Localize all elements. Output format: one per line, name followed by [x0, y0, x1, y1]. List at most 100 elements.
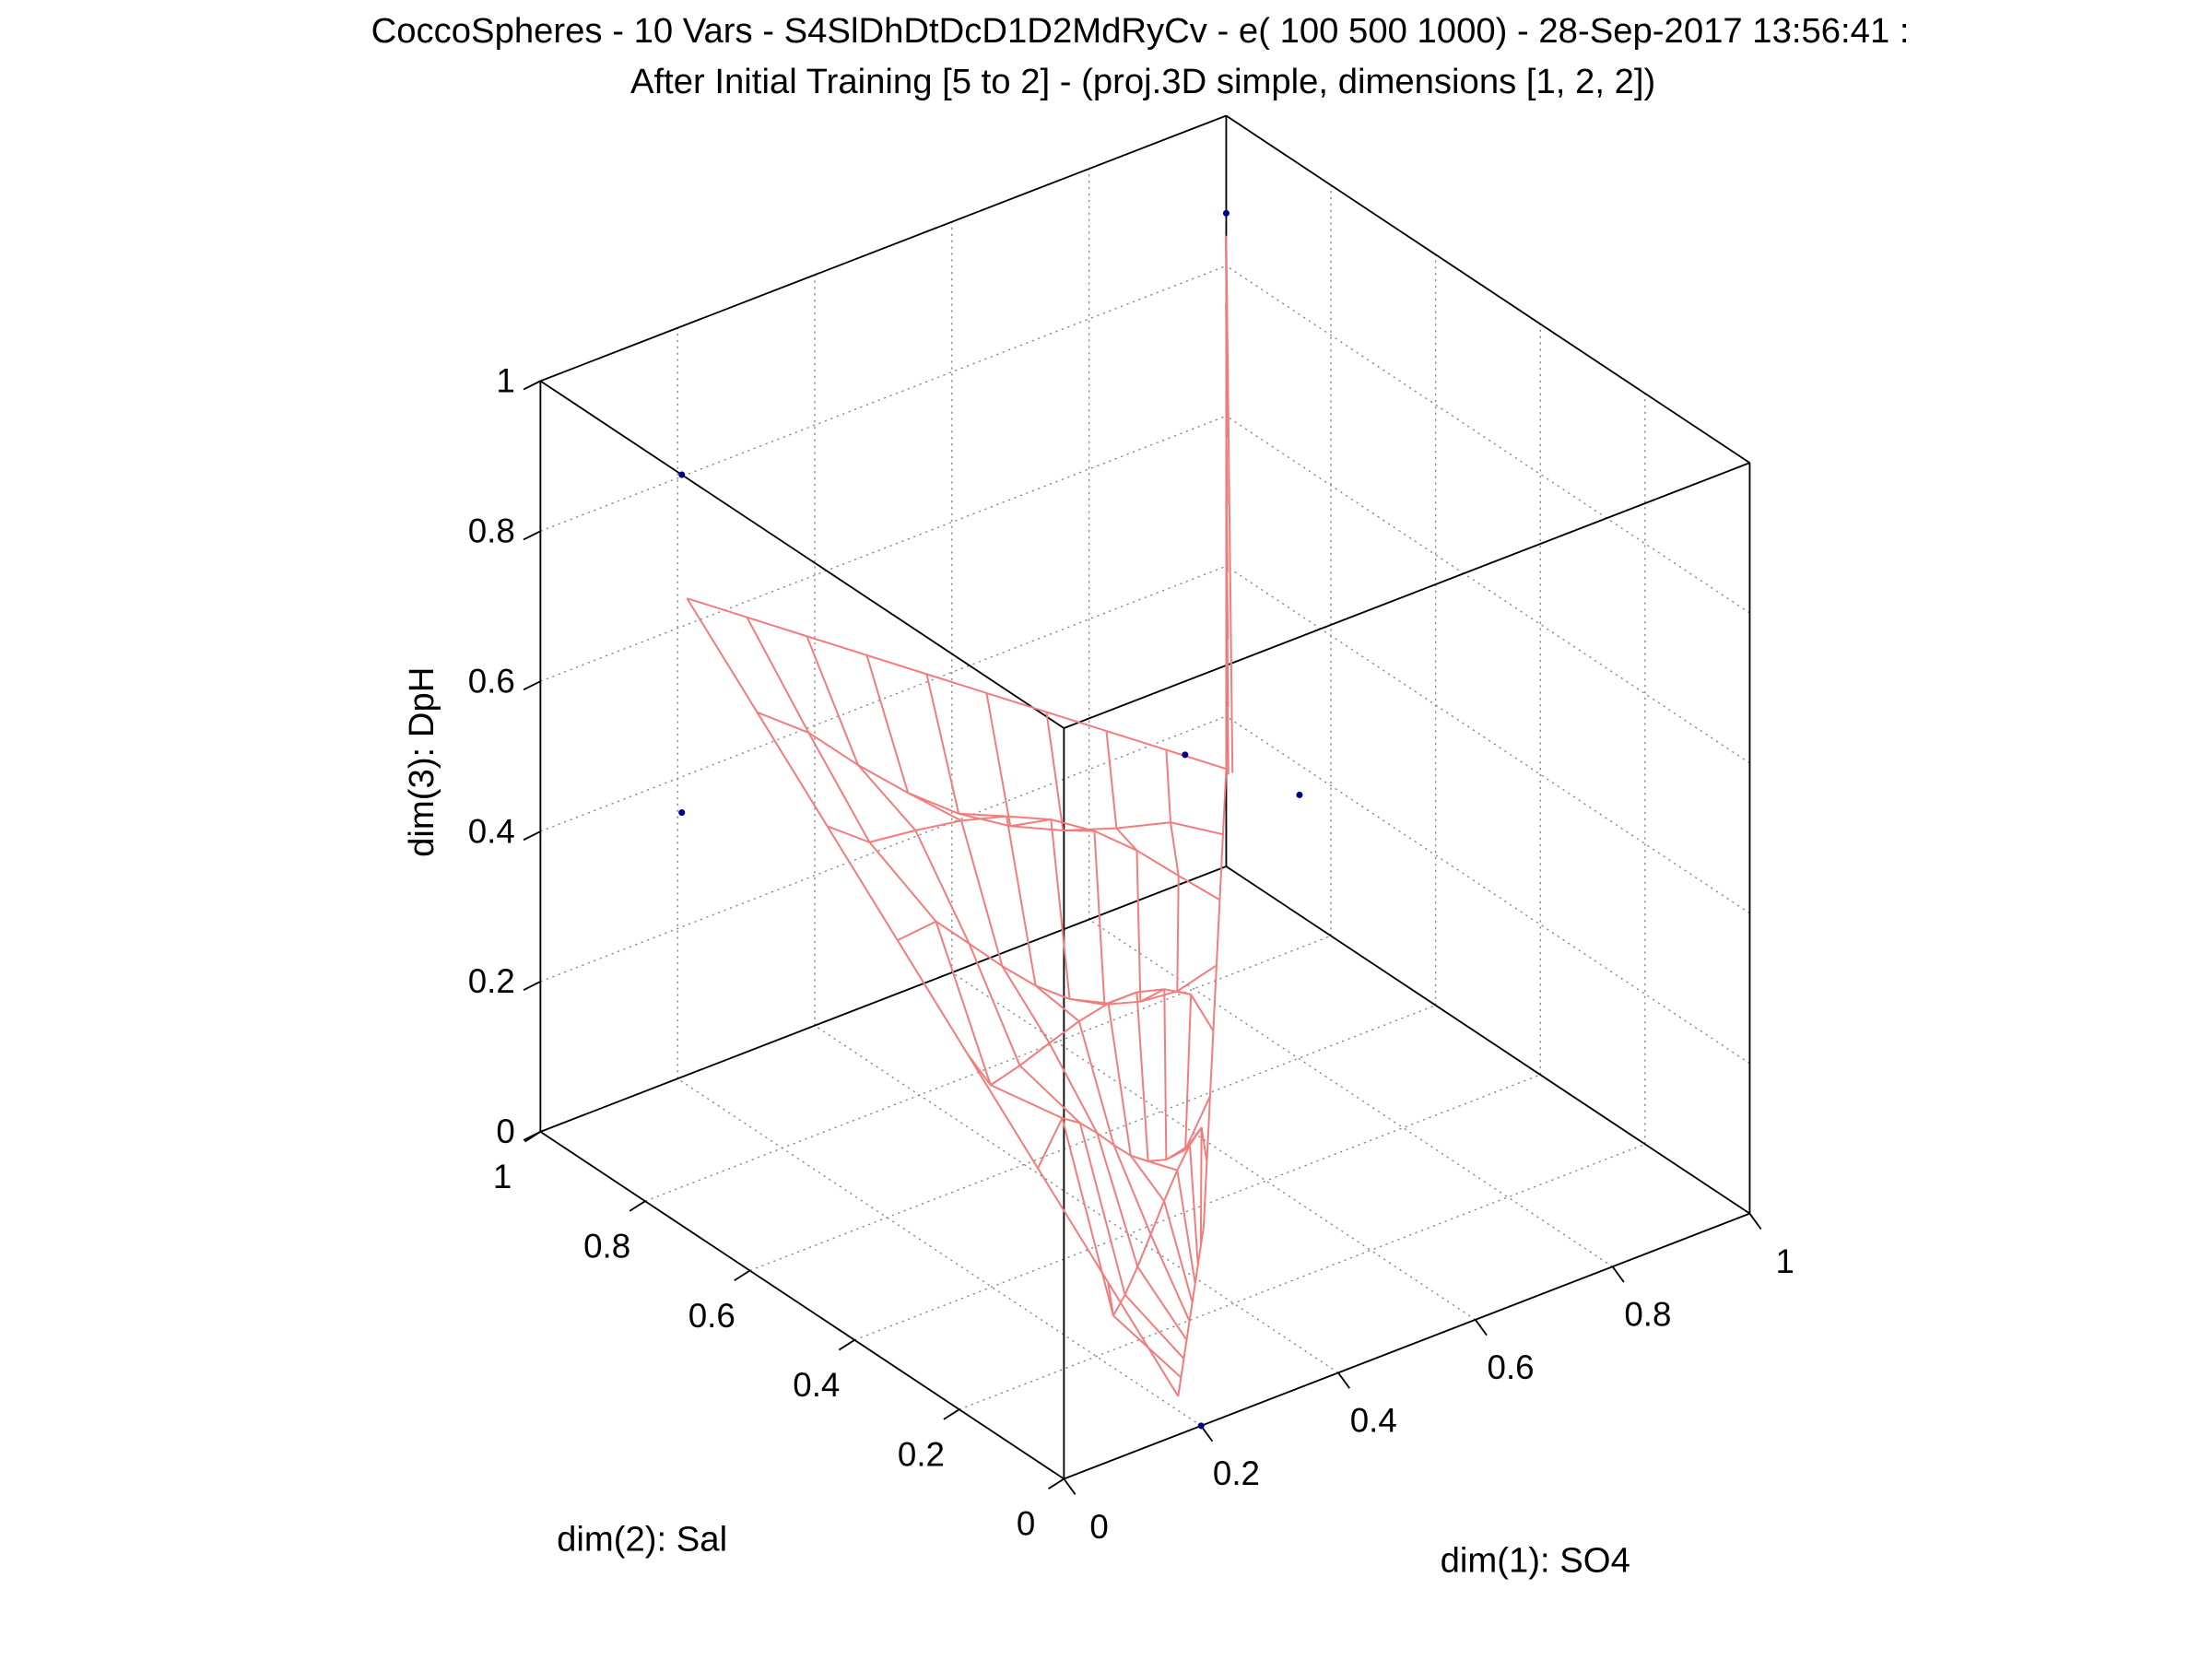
floor-grid-line: [644, 935, 1332, 1202]
axis-ticks: 0 0 0 0.2 0.2 0.2 0.4 0.4 0.4 0.6 0.6 0.6 0.8 0.8 0.8 1…: [468, 362, 1794, 1546]
mesh-edge: [1184, 994, 1193, 1150]
mesh-edge: [1196, 1245, 1202, 1266]
box-edge: [1225, 114, 1750, 464]
mesh-edge: [1180, 1358, 1185, 1378]
mesh-edge: [1093, 830, 1106, 1005]
x-tick-label: 0.8: [1624, 1296, 1671, 1334]
mesh-edge: [1147, 1159, 1167, 1162]
data-point: [678, 809, 686, 817]
x-axis-label: dim(1): SO4: [1441, 1541, 1630, 1581]
mesh-spike-edge: [1226, 707, 1230, 775]
mesh-edge: [1163, 1170, 1179, 1202]
y-tick: [734, 1269, 751, 1282]
mesh-edge: [1194, 1265, 1199, 1284]
mesh-edge: [969, 942, 1003, 968]
box-edge: [539, 380, 1065, 729]
mesh-edge: [914, 830, 971, 945]
mesh-edge: [1177, 1377, 1182, 1396]
mesh-edge: [1215, 900, 1221, 966]
mesh-edge: [1105, 730, 1118, 829]
mesh-edge: [958, 812, 1011, 828]
mesh-edge: [967, 1054, 1039, 1169]
mesh-edge: [1107, 1003, 1132, 1156]
mesh-edge: [935, 921, 992, 1086]
mesh-edge: [826, 825, 899, 941]
mesh-edge: [1096, 1133, 1139, 1267]
mesh-edge: [959, 812, 1007, 818]
back-wall-grid-line: [540, 565, 1227, 832]
mesh-spike-edge: [1230, 705, 1234, 773]
mesh-edge: [806, 635, 859, 766]
mesh-edge: [1166, 748, 1227, 771]
mesh-edge: [1163, 989, 1168, 1160]
z-tick: [523, 380, 541, 391]
mesh-edge: [1112, 1144, 1132, 1157]
mesh-edge: [1178, 875, 1220, 901]
mesh-spike-edge: [1227, 437, 1230, 505]
box-edge: [540, 114, 1227, 383]
mesh-edge: [1184, 1095, 1211, 1150]
mesh-edge: [1136, 1233, 1152, 1267]
z-tick-label: 0.6: [468, 662, 515, 700]
chart-title-line-1: CoccoSpheres - 10 Vars - S4SlDhDtDcD1D2M…: [371, 11, 1910, 51]
floor-grid-line: [677, 1077, 1202, 1427]
mesh-edge: [1034, 984, 1080, 1022]
mesh-edge: [756, 712, 829, 827]
mesh-edge: [1112, 1144, 1152, 1235]
z-axis-label: dim(3): DpH: [402, 667, 441, 857]
mesh-spike-edge: [1226, 640, 1230, 708]
mesh-edge: [1010, 818, 1052, 828]
mesh-edge: [1050, 818, 1071, 999]
x-tick-label: 1: [1775, 1242, 1794, 1280]
box-edge: [1225, 865, 1750, 1215]
mesh-edge: [1184, 1126, 1203, 1150]
side-wall-grid-line: [1226, 565, 1750, 914]
mesh-edge: [1107, 1281, 1180, 1397]
mesh-edge: [746, 617, 810, 734]
x-tick: [1611, 1266, 1625, 1283]
mesh-edge: [1163, 1200, 1194, 1303]
mesh-edge: [915, 819, 962, 831]
y-tick-label: 0: [1017, 1505, 1035, 1543]
mesh-edge: [1124, 1266, 1139, 1296]
mesh-edge: [1176, 876, 1180, 992]
mesh-edge: [1010, 825, 1064, 831]
x-tick-label: 0.2: [1213, 1454, 1260, 1492]
mesh-edge: [1018, 1065, 1081, 1124]
mesh-edge: [986, 691, 1047, 713]
mesh-edge: [1208, 1030, 1215, 1097]
mesh-edge: [1035, 984, 1070, 1000]
mesh-edge: [897, 920, 936, 942]
x-tick-label: 0.6: [1488, 1348, 1535, 1386]
mesh-edge: [1200, 1127, 1208, 1162]
mesh-edge: [1170, 821, 1224, 836]
mesh-edge: [1001, 965, 1037, 987]
mesh-edge: [1185, 1321, 1191, 1340]
mesh-edge: [1104, 991, 1137, 1006]
data-point: [678, 471, 686, 478]
mesh-edge: [1188, 1301, 1194, 1322]
mesh-edge: [925, 674, 960, 814]
z-tick-label: 0: [496, 1113, 514, 1150]
mesh-edge: [1115, 827, 1138, 852]
mesh-edge: [1046, 711, 1107, 732]
y-tick-label: 0.2: [898, 1435, 945, 1473]
floor-grid-line: [814, 1025, 1339, 1373]
mesh-edge: [747, 616, 807, 638]
mesh-edge: [1078, 1123, 1126, 1295]
box-edge: [540, 865, 1227, 1133]
x-tick: [1475, 1319, 1488, 1336]
mesh-edge: [1135, 850, 1142, 1002]
y-tick-label: 1: [493, 1158, 512, 1195]
y-axis-label: dim(2): Sal: [557, 1520, 727, 1560]
mesh-spike-edge: [1230, 638, 1233, 706]
mesh-edge: [1140, 990, 1178, 1003]
mesh-edge: [1182, 1339, 1188, 1360]
mesh-edge: [990, 1065, 1021, 1087]
mesh-edge: [1037, 1117, 1064, 1169]
z-tick-label: 0.8: [468, 512, 515, 550]
x-tick: [1063, 1478, 1077, 1495]
mesh-edge: [1212, 965, 1218, 1031]
mesh-edge: [960, 820, 1004, 967]
mesh-edge: [1149, 1233, 1191, 1322]
